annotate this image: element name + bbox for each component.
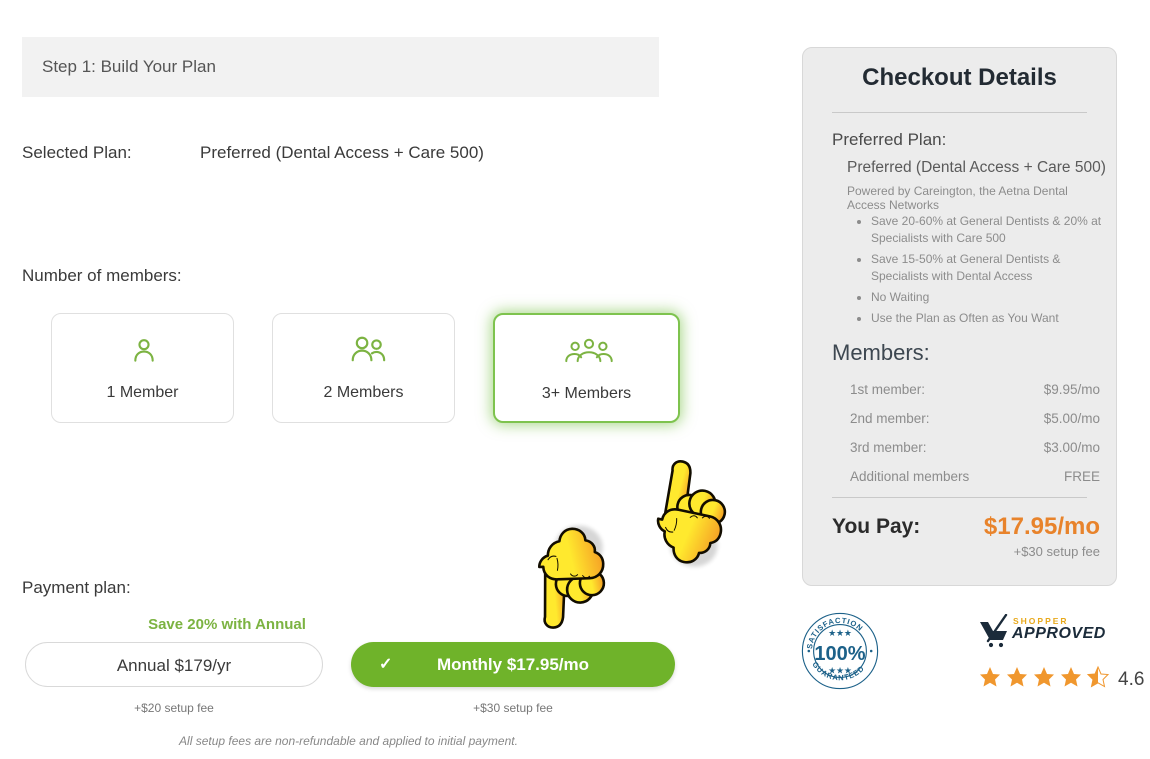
- svg-text:4.6: 4.6: [1118, 669, 1144, 690]
- svg-text:★★★: ★★★: [828, 628, 852, 638]
- svg-text:100%: 100%: [814, 643, 865, 665]
- svg-text:APPROVED: APPROVED: [1011, 625, 1106, 642]
